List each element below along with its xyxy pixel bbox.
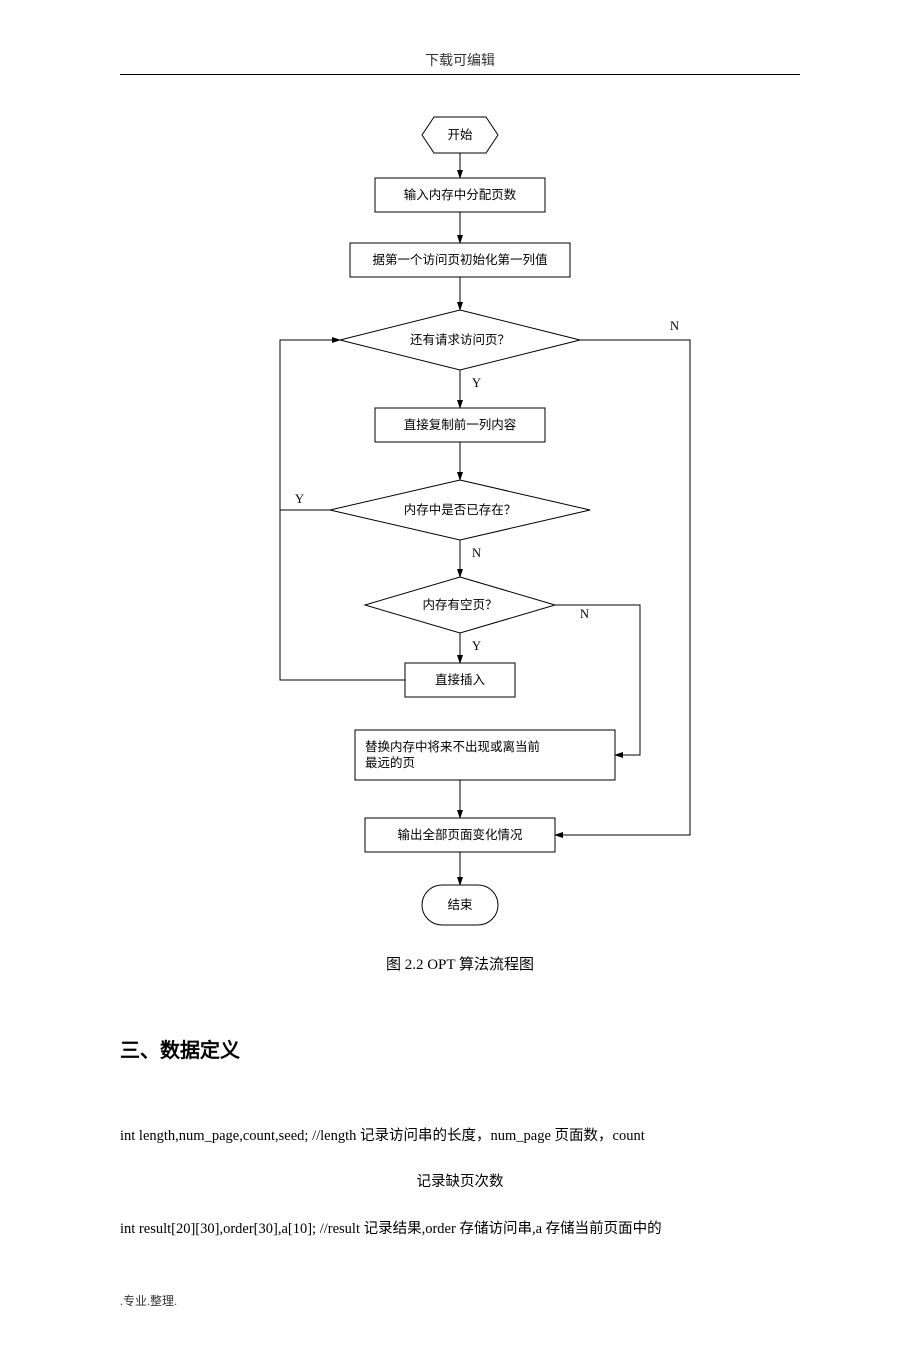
svg-text:Y: Y xyxy=(295,492,304,506)
svg-text:Y: Y xyxy=(472,376,481,390)
code-line-2: int result[20][30],order[30],a[10]; //re… xyxy=(120,1206,800,1252)
code-line-1: int length,num_page,count,seed; //length… xyxy=(120,1113,800,1159)
svg-text:内存中是否已存在？: 内存中是否已存在？ xyxy=(404,502,517,517)
flowchart-container: 开始输入内存中分配页数据第一个访问页初始化第一列值还有请求访问页？ 直接复制前一列… xyxy=(120,105,800,935)
code-line-1b: 记录缺页次数 xyxy=(120,1159,800,1205)
svg-text:直接插入: 直接插入 xyxy=(435,672,486,687)
svg-text:输出全部页面变化情况: 输出全部页面变化情况 xyxy=(397,827,523,842)
section-title: 三、数据定义 xyxy=(120,1034,800,1063)
page-header: 下载可编辑 xyxy=(120,50,800,70)
svg-text:据第一个访问页初始化第一列值: 据第一个访问页初始化第一列值 xyxy=(372,252,547,267)
svg-text:直接复制前一列内容: 直接复制前一列内容 xyxy=(404,417,517,432)
svg-text:输入内存中分配页数: 输入内存中分配页数 xyxy=(404,187,517,202)
svg-text:N: N xyxy=(472,546,481,560)
header-text: 下载可编辑 xyxy=(425,54,495,69)
svg-text:N: N xyxy=(670,319,679,333)
page: 下载可编辑 开始输入内存中分配页数据第一个访问页初始化第一列值还有请求访问页？ 直… xyxy=(0,0,920,1349)
svg-text:最远的页: 最远的页 xyxy=(365,755,415,770)
svg-text:结束: 结束 xyxy=(447,898,473,912)
svg-text:N: N xyxy=(580,607,589,621)
svg-text:内存有空页？: 内存有空页？ xyxy=(422,598,497,612)
page-footer: .专业.整理. xyxy=(120,1292,800,1309)
svg-text:还有请求访问页？: 还有请求访问页？ xyxy=(410,333,510,347)
body-text: int length,num_page,count,seed; //length… xyxy=(120,1113,800,1252)
flowchart-svg: 开始输入内存中分配页数据第一个访问页初始化第一列值还有请求访问页？ 直接复制前一列… xyxy=(180,105,740,935)
figure-caption: 图 2.2 OPT 算法流程图 xyxy=(120,953,800,974)
svg-text:替换内存中将来不出现或离当前: 替换内存中将来不出现或离当前 xyxy=(365,739,540,754)
svg-text:Y: Y xyxy=(472,639,481,653)
header-rule xyxy=(120,74,800,75)
svg-text:开始: 开始 xyxy=(447,128,473,142)
